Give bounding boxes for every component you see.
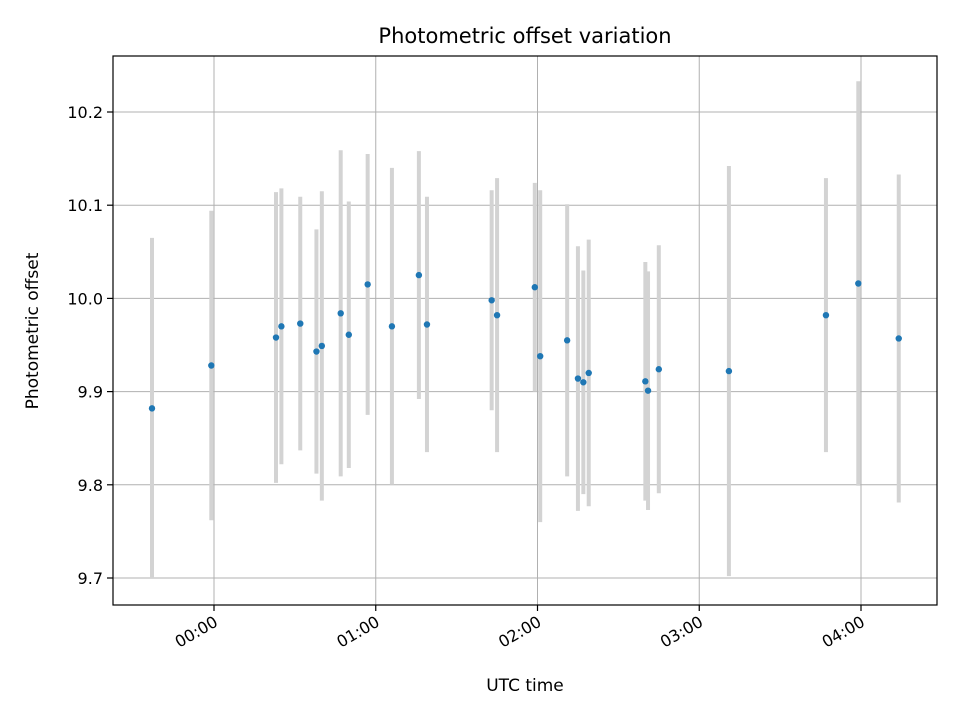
data-point — [563, 337, 571, 344]
y-axis-ticks: 9.7 9.8 9.9 10.0 10.1 10.2 — [67, 103, 113, 588]
data-point — [364, 281, 371, 288]
data-point — [895, 335, 902, 342]
data-point — [337, 310, 344, 317]
data-points — [148, 271, 902, 412]
data-point — [822, 311, 830, 319]
y-tick-label: 10.1 — [67, 196, 103, 215]
y-tick-label: 9.8 — [78, 476, 103, 495]
data-point — [272, 334, 280, 341]
data-point — [415, 271, 423, 279]
y-tick-label: 10.2 — [67, 103, 103, 122]
plot-frame — [112, 55, 938, 606]
data-point — [297, 320, 304, 327]
data-point — [388, 323, 396, 330]
data-point — [536, 352, 544, 360]
data-point — [148, 405, 156, 412]
data-point — [655, 366, 663, 373]
data-point — [278, 323, 285, 330]
data-point — [580, 379, 587, 386]
data-point — [644, 387, 652, 394]
y-tick-label: 10.0 — [67, 289, 103, 308]
data-point — [642, 378, 649, 385]
plot-area — [113, 56, 937, 605]
data-point — [855, 280, 862, 287]
data-point — [493, 311, 501, 319]
data-point — [531, 284, 539, 291]
data-point — [345, 331, 352, 338]
data-point — [208, 362, 215, 369]
x-axis-label: UTC time — [486, 676, 564, 696]
data-point — [488, 297, 495, 304]
y-tick-label: 9.7 — [78, 569, 103, 588]
y-tick-label: 9.9 — [78, 383, 103, 402]
data-point — [313, 348, 320, 355]
data-point — [423, 321, 431, 328]
chart-title: Photometric offset variation — [378, 24, 671, 48]
data-point — [725, 367, 733, 375]
grid — [113, 56, 937, 605]
data-point — [318, 342, 326, 350]
data-point — [585, 369, 592, 377]
y-axis-label: Photometric offset — [23, 252, 43, 409]
data-point — [574, 375, 582, 382]
